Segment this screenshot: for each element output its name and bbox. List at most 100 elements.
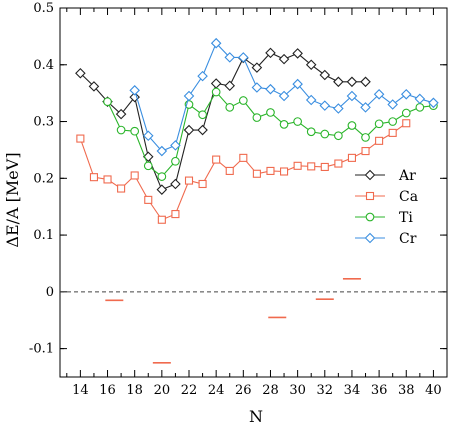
- data-point-ar: [292, 48, 303, 59]
- data-point-ca: [157, 215, 166, 224]
- x-tick-label: 40: [425, 383, 442, 398]
- data-point-ar: [278, 53, 290, 65]
- legend-marker-ti: [365, 212, 375, 222]
- data-point-cr: [400, 89, 412, 100]
- data-point-ar: [210, 78, 222, 89]
- data-point-ca: [293, 161, 302, 170]
- x-tick-label: 32: [317, 383, 334, 398]
- data-point-ca: [347, 153, 356, 162]
- data-point-cr: [346, 90, 358, 102]
- data-point-ca: [280, 167, 289, 176]
- data-point-ca: [361, 147, 370, 156]
- data-point-ca: [171, 210, 180, 219]
- data-point-ar: [346, 76, 358, 88]
- series-ti: [103, 87, 438, 181]
- y-tick-label: 0.3: [33, 115, 54, 130]
- series-layer: [75, 37, 439, 364]
- data-point-ca: [144, 195, 153, 204]
- series-line-ca: [79, 122, 407, 221]
- x-axis-title: N: [249, 407, 263, 426]
- data-point-cr: [319, 100, 331, 111]
- data-point-ti: [130, 126, 140, 136]
- axes: -0.1 0 0.1 0.2 0.3 0.4 0.5 14 16 18 20 22 24 26 28 30 32…: [29, 1, 448, 398]
- series-line-ti: [107, 91, 434, 178]
- series-ca: [76, 119, 411, 224]
- legend-label-ti: Ti: [399, 210, 413, 226]
- data-point-ar: [197, 124, 208, 136]
- data-point-ti: [143, 161, 153, 171]
- data-point-cr: [224, 52, 236, 63]
- series-line-ar: [79, 52, 366, 191]
- legend-marker-ar: [364, 169, 376, 181]
- legend-item-cr: Cr: [355, 231, 417, 247]
- data-point-ti: [103, 97, 112, 107]
- data-point-ar: [251, 62, 263, 73]
- data-point-cr: [278, 90, 290, 102]
- data-point-ca: [334, 159, 343, 168]
- data-point-ti: [320, 129, 330, 139]
- data-point-ca: [184, 176, 194, 185]
- data-point-cr: [183, 90, 195, 102]
- x-tick-label: 16: [99, 383, 116, 398]
- x-tick-label: 14: [72, 383, 89, 398]
- x-tick-label: 22: [181, 383, 198, 398]
- data-point-cr: [210, 37, 222, 49]
- series-cr: [129, 37, 439, 157]
- data-point-cr: [414, 93, 426, 105]
- data-point-cr: [333, 103, 344, 114]
- data-point-ti: [361, 133, 370, 142]
- legend-label-ar: Ar: [398, 168, 416, 184]
- data-point-ca: [266, 166, 275, 175]
- data-point-ca: [117, 184, 126, 193]
- x-tick-label: 36: [371, 383, 388, 398]
- y-tick-label: 0.4: [33, 58, 54, 73]
- data-point-ti: [415, 102, 425, 112]
- data-point-cr: [387, 99, 398, 110]
- data-point-ar: [75, 68, 86, 79]
- legend-label-ca: Ca: [399, 189, 418, 205]
- legend-label-cr: Cr: [399, 231, 417, 247]
- data-point-ti: [157, 172, 167, 181]
- data-point-ti: [306, 127, 316, 137]
- legend-marker-ca: [365, 191, 375, 201]
- data-point-ti: [266, 108, 275, 117]
- data-point-ar: [183, 124, 195, 136]
- data-point-ti: [347, 121, 357, 130]
- data-point-ca: [252, 169, 261, 178]
- data-point-cr: [251, 82, 263, 93]
- x-tick-label: 34: [344, 383, 361, 398]
- data-point-ca: [307, 162, 316, 171]
- data-point-cr: [428, 97, 439, 109]
- data-point-ti: [334, 131, 343, 141]
- data-point-ca: [198, 179, 207, 189]
- data-point-cr: [292, 78, 303, 90]
- data-point-ti: [279, 120, 289, 129]
- data-point-ar: [333, 76, 344, 88]
- data-point-ar: [305, 59, 317, 71]
- x-tick-label: 28: [262, 383, 279, 398]
- data-point-cr: [265, 83, 276, 95]
- data-point-ca: [320, 162, 329, 172]
- data-point-ca: [239, 153, 248, 162]
- data-point-ar: [115, 108, 127, 120]
- data-point-ar: [224, 80, 236, 92]
- data-point-ti: [293, 117, 302, 126]
- y-tick-label: 0: [46, 285, 54, 300]
- x-tick-label: 38: [398, 383, 415, 398]
- data-point-ti: [252, 113, 262, 122]
- data-point-ar: [88, 81, 100, 92]
- x-tick-label: 20: [154, 383, 171, 398]
- x-tick-label: 18: [126, 383, 143, 398]
- data-point-ca: [130, 171, 139, 180]
- y-tick-label: 0.1: [33, 228, 54, 243]
- data-point-ca: [212, 155, 221, 164]
- y-tick-label: 0.2: [33, 171, 54, 186]
- data-point-cr: [305, 94, 317, 106]
- data-point-ti: [238, 96, 248, 105]
- data-point-ca: [89, 173, 98, 182]
- data-point-ca: [388, 128, 397, 137]
- data-point-ca: [103, 175, 112, 184]
- data-point-cr: [156, 145, 168, 157]
- data-point-cr: [129, 85, 140, 96]
